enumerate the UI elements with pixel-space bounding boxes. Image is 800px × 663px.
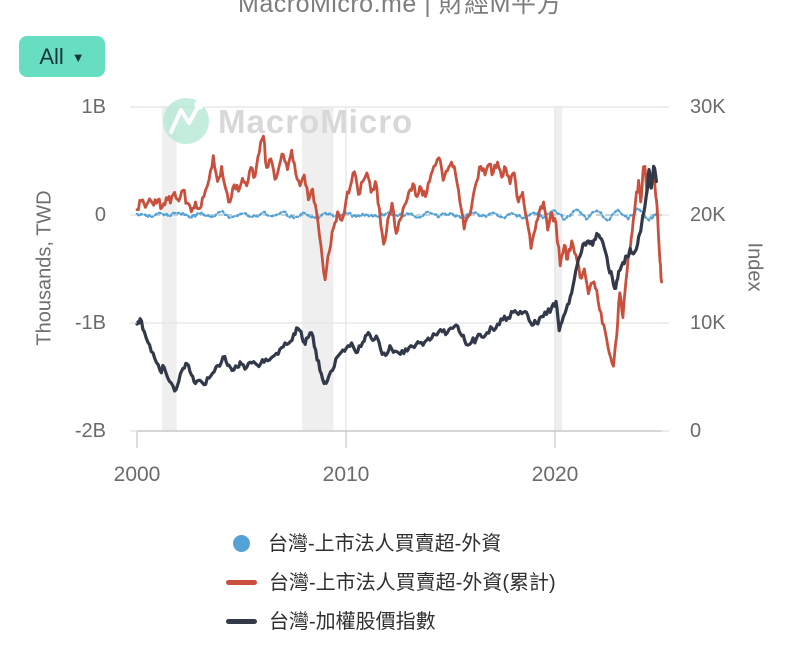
watermark-logo-dot-icon (194, 100, 204, 110)
legend-label: 台灣-上市法人買賣超-外資 (268, 532, 502, 555)
legend-item-foreign-net-buy[interactable]: 台灣-上市法人買賣超-外資 (226, 524, 556, 563)
y-axis-title-left: Thousands, TWD (33, 190, 56, 346)
watermark-logo-zigzag-icon (169, 103, 201, 134)
range-dropdown[interactable]: All ▼ (19, 36, 105, 77)
x-tick-label: 2010 (322, 463, 370, 486)
y-axis-title-right: Index (743, 242, 766, 292)
y-left-tick-label: -2B (74, 420, 106, 442)
chart-legend: 台灣-上市法人買賣超-外資 台灣-上市法人買賣超-外資(累計) 台灣-加權股價指… (226, 524, 556, 641)
legend-label: 台灣-加權股價指數 (269, 610, 436, 633)
y-right-tick-label: 30K (690, 96, 726, 118)
y-right-tick-label: 10K (690, 312, 726, 334)
series-line-1 (135, 134, 663, 368)
series-line-0 (135, 207, 659, 222)
watermark-text: MacroMicro (218, 103, 413, 140)
legend-marker-dot-icon (233, 535, 250, 552)
legend-label: 台灣-上市法人買賣超-外資(累計) (269, 571, 556, 594)
x-tick-label: 2000 (113, 463, 161, 486)
recession-band (302, 107, 334, 431)
y-right-tick-label: 0 (690, 420, 702, 442)
page-title: MacroMicro.me | 財經M平方 (238, 0, 562, 18)
y-left-tick-label: 0 (94, 204, 106, 226)
legend-marker-line-icon (226, 619, 257, 624)
legend-item-foreign-net-buy-cumulative[interactable]: 台灣-上市法人買賣超-外資(累計) (226, 563, 556, 602)
recession-band (162, 107, 177, 431)
legend-item-taiex-index[interactable]: 台灣-加權股價指數 (226, 602, 556, 641)
y-left-tick-label: 1B (81, 96, 106, 118)
dropdown-arrow-icon: ▼ (71, 50, 85, 65)
legend-marker-line-icon (226, 580, 257, 585)
range-dropdown-label: All (39, 43, 64, 69)
series-line-2 (135, 164, 658, 393)
y-left-tick-label: -1B (74, 312, 106, 334)
recession-band (555, 107, 563, 431)
x-tick-label: 2020 (531, 463, 579, 486)
y-right-tick-label: 20K (690, 204, 726, 226)
